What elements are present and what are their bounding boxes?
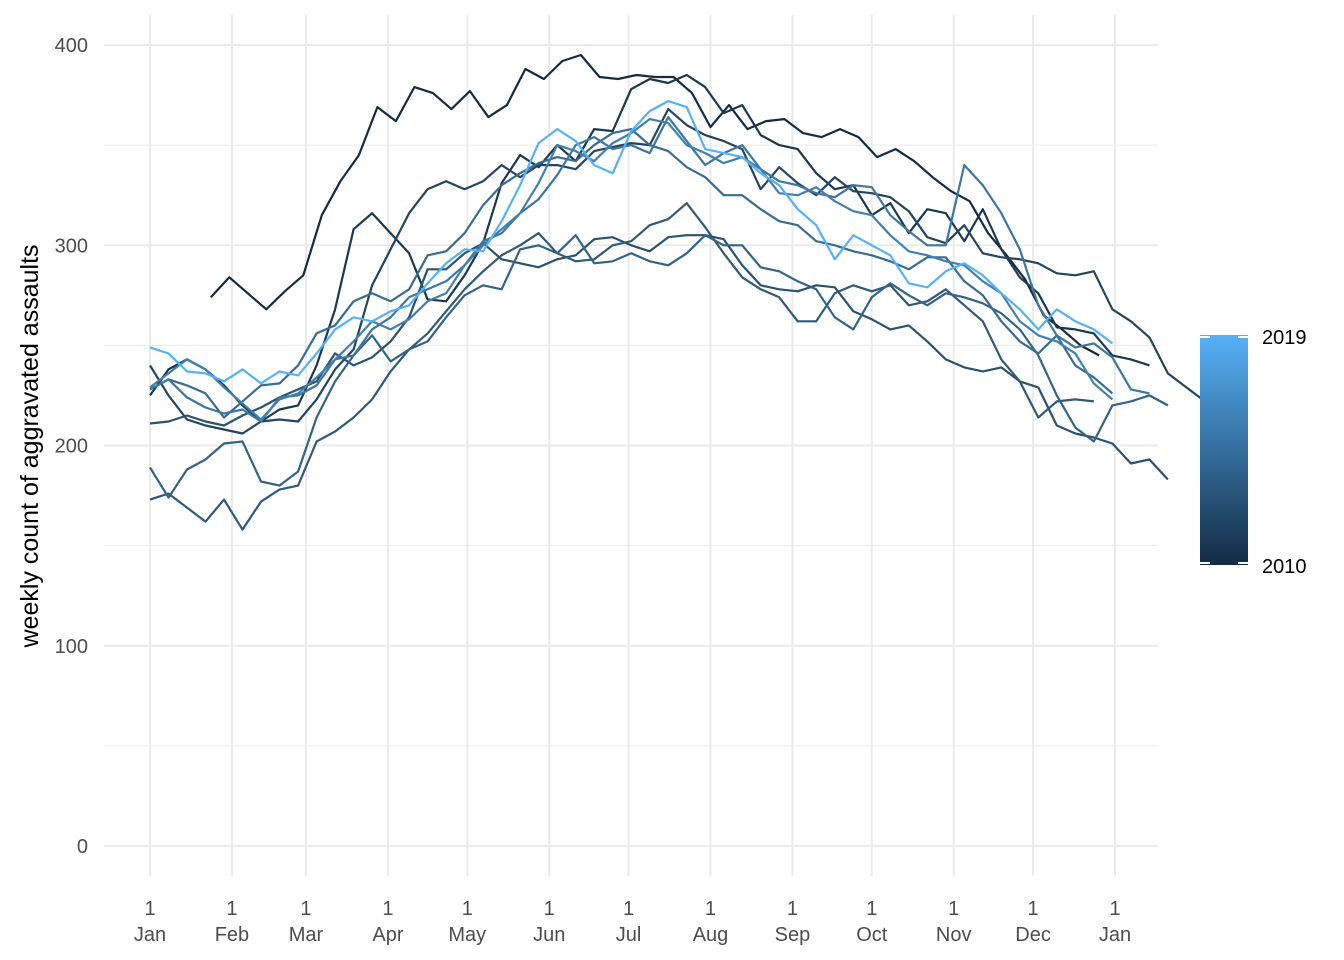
x-axis-tick-labels: 1 Jan 1 Feb 1 Mar 1 Apr 1 May 1 Jun 1 Jul 1 Aug 1 Sep 1 Oct… <box>134 898 1131 946</box>
series-line-2014 <box>149 202 1094 531</box>
series-line-2017 <box>149 115 1150 423</box>
x-tick-label: 1 Jul <box>616 898 642 946</box>
y-tick-label: 300 <box>55 235 88 257</box>
colorbar-legend: 2019 2010 <box>1200 327 1307 578</box>
x-tick-label: 1 Mar <box>289 898 324 946</box>
x-tick-label: 1 Aug <box>693 898 729 946</box>
y-tick-label: 100 <box>55 636 88 658</box>
series-line-2010 <box>209 53 1100 357</box>
y-axis-title: weekly count of aggravated assaults <box>16 244 44 648</box>
y-tick-label: 0 <box>77 836 88 858</box>
x-tick-label: 1 Jan <box>1099 898 1131 946</box>
colorbar-label-max: 2019 <box>1262 327 1307 349</box>
x-tick-label: 1 Dec <box>1015 898 1051 946</box>
series-line-2011 <box>149 73 1150 423</box>
series-line-2013 <box>149 234 1169 481</box>
series-line-2015 <box>149 234 1169 499</box>
major-gridlines <box>104 15 1158 876</box>
series-line-2019 <box>149 99 1114 385</box>
x-tick-label: 1 Jan <box>134 898 166 946</box>
x-tick-label: 1 Sep <box>775 898 811 946</box>
x-tick-label: 1 May <box>448 898 486 946</box>
x-tick-label: 1 Oct <box>856 898 888 946</box>
x-tick-label: 1 Apr <box>372 898 403 946</box>
series-lines <box>149 53 1206 531</box>
y-tick-label: 400 <box>55 35 88 57</box>
series-line-2016 <box>149 128 1114 419</box>
y-tick-label: 200 <box>55 436 88 458</box>
colorbar-label-min: 2010 <box>1262 556 1307 578</box>
x-tick-label: 1 Jun <box>533 898 565 946</box>
series-line-2012 <box>149 107 1206 435</box>
y-axis-tick-labels: 0 100 200 300 400 <box>55 35 88 858</box>
x-tick-label: 1 Nov <box>936 898 972 946</box>
x-tick-label: 1 Feb <box>215 898 249 946</box>
colorbar <box>1200 335 1248 565</box>
